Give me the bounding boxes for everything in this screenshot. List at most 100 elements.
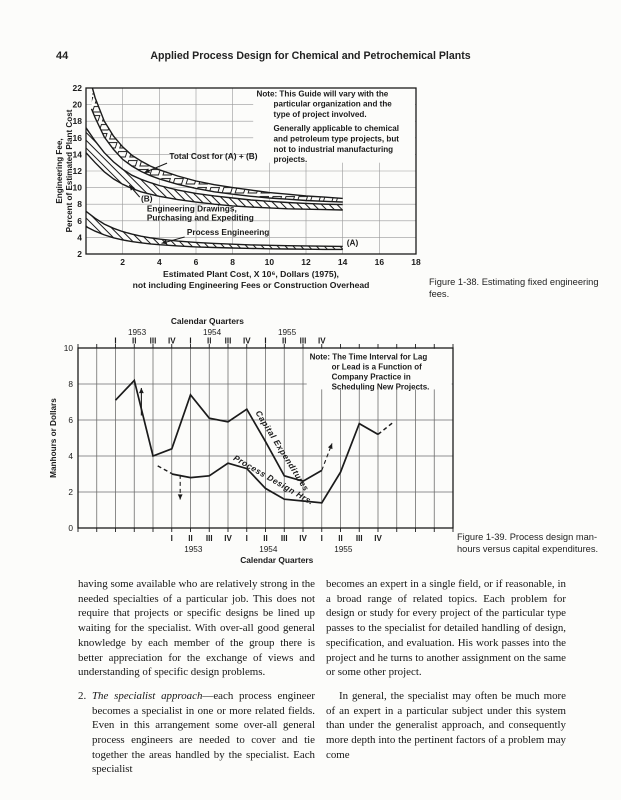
svg-text:12: 12 (73, 166, 83, 176)
svg-text:Engineering Drawings,: Engineering Drawings, (147, 204, 237, 214)
left-column: having some available who are relatively… (78, 577, 315, 777)
svg-text:1955: 1955 (278, 328, 297, 337)
svg-text:2: 2 (77, 249, 82, 259)
svg-text:II: II (338, 534, 342, 543)
right-paragraph-1: becomes an expert in a single field, or … (326, 578, 566, 679)
svg-text:8: 8 (68, 379, 73, 389)
svg-text:and petroleum type projects, b: and petroleum type projects, but (274, 135, 400, 144)
figure-1-39-caption: Figure 1-39. Process design man-hours ve… (457, 532, 599, 554)
svg-text:Calendar Quarters: Calendar Quarters (171, 316, 244, 326)
left-paragraph: having some available who are relatively… (78, 578, 315, 679)
svg-text:Calendar Quarters: Calendar Quarters (240, 555, 313, 565)
svg-text:10: 10 (265, 257, 275, 267)
svg-text:8: 8 (230, 257, 235, 267)
svg-text:I: I (189, 337, 191, 346)
svg-text:not including Engineering Fees: not including Engineering Fees or Constr… (133, 280, 370, 290)
svg-text:Note: The Time Interval for La: Note: The Time Interval for Lag (310, 353, 428, 362)
svg-text:14: 14 (73, 149, 83, 159)
svg-text:particular organization and th: particular organization and the (274, 100, 393, 109)
svg-text:0: 0 (68, 523, 73, 533)
figure-1-38-caption: Figure 1-38. Estimating fixed engineerin… (429, 277, 599, 299)
svg-text:Company Practice in: Company Practice in (332, 373, 411, 382)
svg-text:I: I (171, 534, 173, 543)
svg-text:Estimated Plant Cost, X 10⁶, D: Estimated Plant Cost, X 10⁶, Dollars (19… (163, 269, 339, 279)
svg-text:IV: IV (224, 534, 232, 543)
svg-text:III: III (356, 534, 363, 543)
svg-text:2: 2 (120, 257, 125, 267)
svg-text:6: 6 (194, 257, 199, 267)
svg-text:(B): (B) (141, 194, 153, 204)
svg-text:6: 6 (68, 415, 73, 425)
svg-text:10: 10 (73, 183, 83, 193)
svg-text:IV: IV (168, 337, 176, 346)
svg-text:type of project involved.: type of project involved. (274, 110, 367, 119)
svg-text:Process Engineering: Process Engineering (187, 227, 270, 237)
svg-text:1953: 1953 (184, 545, 203, 554)
svg-text:I: I (264, 337, 266, 346)
running-title: Applied Process Design for Chemical and … (150, 50, 471, 62)
svg-text:IV: IV (243, 337, 251, 346)
svg-text:II: II (207, 337, 211, 346)
list-item-2: 2. The specialist approach—each process … (78, 689, 315, 777)
svg-text:II: II (263, 534, 267, 543)
svg-text:1953: 1953 (128, 328, 147, 337)
svg-text:Generally applicable to chemic: Generally applicable to chemical (274, 124, 400, 133)
band-total-cost-a-plus-b (91, 88, 343, 203)
svg-text:I: I (114, 337, 116, 346)
svg-text:III: III (206, 534, 213, 543)
svg-text:I: I (321, 534, 323, 543)
plot-area: Note: This Guide will vary with the parti… (85, 87, 417, 255)
svg-text:16: 16 (375, 257, 385, 267)
svg-text:14: 14 (338, 257, 348, 267)
svg-text:II: II (282, 337, 286, 346)
svg-text:III: III (300, 337, 307, 346)
svg-text:12: 12 (301, 257, 311, 267)
svg-text:Percent of Estimated Plant Cos: Percent of Estimated Plant Cost (65, 109, 74, 232)
svg-text:Manhours or Dollars: Manhours or Dollars (49, 398, 58, 478)
svg-text:II: II (188, 534, 192, 543)
svg-text:18: 18 (73, 116, 83, 126)
list-item-rest: —each process engineer becomes a special… (92, 689, 316, 776)
svg-text:10: 10 (64, 343, 74, 353)
svg-text:Total Cost for (A) + (B): Total Cost for (A) + (B) (169, 151, 257, 161)
svg-text:1954: 1954 (259, 545, 278, 554)
svg-text:or Lead is a Function of: or Lead is a Function of (332, 363, 423, 372)
svg-text:not to industrial manufacturin: not to industrial manufacturing (274, 145, 394, 154)
page-number: 44 (56, 50, 69, 62)
band-process-engineering (86, 211, 343, 250)
list-item-text: The specialist approach—each process eng… (92, 689, 315, 777)
svg-text:16: 16 (73, 133, 83, 143)
right-paragraph-2: In general, the specialist may often be … (326, 689, 566, 761)
series-line (171, 422, 379, 504)
svg-text:1955: 1955 (334, 545, 353, 554)
svg-text:IV: IV (374, 534, 382, 543)
body-text: having some available who are relatively… (78, 577, 566, 777)
list-item-lead: The specialist approach (92, 689, 203, 702)
svg-text:Purchasing and Expediting: Purchasing and Expediting (147, 212, 254, 222)
svg-text:4: 4 (68, 451, 73, 461)
svg-text:8: 8 (77, 199, 82, 209)
svg-text:Scheduling New Projects.: Scheduling New Projects. (332, 383, 430, 392)
svg-text:(A): (A) (347, 238, 359, 248)
svg-text:II: II (132, 337, 136, 346)
svg-text:4: 4 (77, 232, 82, 242)
right-column: becomes an expert in a single field, or … (326, 577, 566, 777)
series-line (114, 378, 323, 483)
list-item-marker: 2. (78, 689, 87, 702)
svg-text:6: 6 (77, 216, 82, 226)
svg-text:Note: This Guide will vary wit: Note: This Guide will vary with the (257, 89, 389, 98)
svg-text:22: 22 (73, 83, 83, 93)
svg-text:III: III (281, 534, 288, 543)
svg-text:4: 4 (157, 257, 162, 267)
svg-text:I: I (246, 534, 248, 543)
svg-text:III: III (150, 337, 157, 346)
svg-text:20: 20 (73, 100, 83, 110)
svg-text:18: 18 (411, 257, 421, 267)
svg-text:1954: 1954 (203, 328, 222, 337)
svg-text:III: III (225, 337, 232, 346)
band-engineering-drawings-purchasing-expediting (86, 127, 343, 210)
svg-text:projects.: projects. (274, 155, 308, 164)
